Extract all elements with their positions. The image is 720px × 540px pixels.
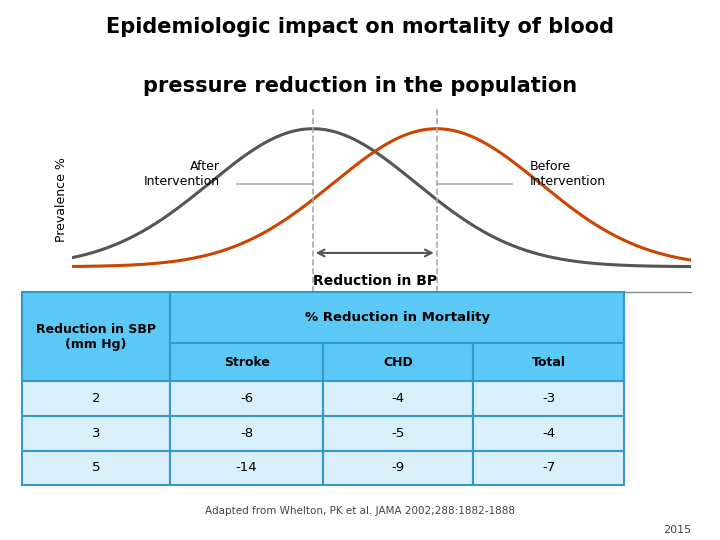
Text: 3: 3 [91, 427, 100, 440]
Text: -8: -8 [240, 427, 253, 440]
Bar [171, 416, 323, 450]
Bar [171, 450, 323, 485]
Bar [22, 381, 171, 416]
Text: Stroke: Stroke [224, 356, 269, 369]
Text: 2015: 2015 [663, 524, 691, 535]
Bar [323, 343, 473, 381]
Text: -7: -7 [542, 461, 555, 474]
Text: Before
Intervention: Before Intervention [529, 160, 606, 188]
Text: Total: Total [531, 356, 566, 369]
Bar [171, 292, 624, 343]
Text: -4: -4 [542, 427, 555, 440]
Text: -5: -5 [392, 427, 405, 440]
Text: -4: -4 [392, 392, 405, 405]
Bar [473, 381, 624, 416]
Text: -3: -3 [542, 392, 555, 405]
Bar [323, 450, 473, 485]
Bar [323, 381, 473, 416]
Text: -14: -14 [236, 461, 258, 474]
Bar [171, 381, 323, 416]
Bar [22, 450, 171, 485]
Text: After
Intervention: After Intervention [144, 160, 220, 188]
Text: -6: -6 [240, 392, 253, 405]
Text: Reduction in BP: Reduction in BP [312, 274, 437, 288]
Bar [473, 450, 624, 485]
Bar [22, 416, 171, 450]
Text: % Reduction in Mortality: % Reduction in Mortality [305, 311, 490, 324]
Text: CHD: CHD [383, 356, 413, 369]
Y-axis label: Prevalence %: Prevalence % [55, 157, 68, 242]
Text: 2: 2 [91, 392, 100, 405]
Text: Epidemiologic impact on mortality of blood: Epidemiologic impact on mortality of blo… [106, 17, 614, 37]
Bar [473, 343, 624, 381]
Bar [323, 416, 473, 450]
Bar [171, 343, 323, 381]
Text: -9: -9 [392, 461, 405, 474]
Bar [473, 416, 624, 450]
Text: Adapted from Whelton, PK et al. JAMA 2002;288:1882-1888: Adapted from Whelton, PK et al. JAMA 200… [205, 505, 515, 516]
Text: Reduction in SBP
(mm Hg): Reduction in SBP (mm Hg) [36, 322, 156, 350]
Text: pressure reduction in the population: pressure reduction in the population [143, 76, 577, 97]
Text: 5: 5 [91, 461, 100, 474]
Bar [22, 292, 171, 381]
